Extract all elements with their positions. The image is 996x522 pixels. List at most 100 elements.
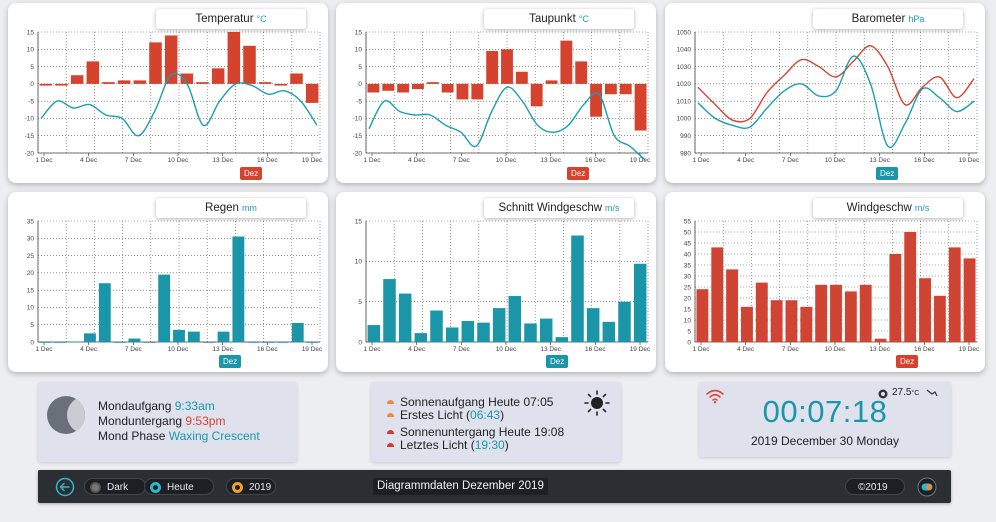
bar xyxy=(414,333,428,342)
bar xyxy=(243,45,256,84)
settings-toggle-icon[interactable] xyxy=(917,477,937,497)
chart-unit: m/s xyxy=(914,203,930,213)
y-tick-label: 15 xyxy=(355,29,363,36)
first-light-time: 06:43 xyxy=(470,408,501,422)
chart-unit: mm xyxy=(241,203,257,213)
x-tick-label: 7 Dec xyxy=(782,157,800,164)
bar xyxy=(508,296,522,342)
x-tick-label: 16 Dec xyxy=(585,157,606,164)
chart-temperatur: -20 -15 -10 -5 0 5 10 15 1 Dec 4 Dec 7 Dec 10 Dec 13… xyxy=(25,29,323,164)
y-tick-label: 0 xyxy=(30,339,34,346)
y-tick-label: 30 xyxy=(684,273,692,280)
today-button[interactable]: Heute xyxy=(144,478,214,495)
bar xyxy=(397,83,410,93)
y-tick-label: 1000 xyxy=(677,116,692,123)
bar xyxy=(586,308,600,342)
y-tick-label: 980 xyxy=(680,150,691,157)
bar xyxy=(492,308,506,342)
bar xyxy=(262,342,274,343)
bar xyxy=(113,342,126,343)
moon-phase-row: Mond Phase Waxing Crescent xyxy=(98,429,260,443)
x-tick-label: 4 Dec xyxy=(80,346,98,353)
dark-label: Dark xyxy=(107,482,129,493)
x-tick-label: 10 Dec xyxy=(168,346,189,353)
bar xyxy=(963,258,976,342)
moonset-label: Monduntergang xyxy=(98,414,183,428)
y-tick-label: 25 xyxy=(684,284,692,291)
bar xyxy=(39,342,52,343)
clock-date: 2019 December 30 Monday xyxy=(750,434,900,448)
bar xyxy=(590,83,602,117)
bar xyxy=(830,284,842,342)
x-tick-label: 1 Dec xyxy=(364,346,382,353)
chart-card-taupunkt: -20 -15 -10 -5 0 5 10 15 1 Dec 4 Dec 7 Dec 10 Dec 13… xyxy=(336,3,656,183)
x-tick-label: 7 Dec xyxy=(125,346,143,353)
paren: ) xyxy=(504,438,509,452)
bar xyxy=(933,295,946,342)
x-tick-label: 19 Dec xyxy=(959,157,980,164)
chart-data-title: Diagrammdaten Dezember 2019 xyxy=(373,478,548,495)
y-tick-label: 1030 xyxy=(677,64,692,71)
bar xyxy=(477,322,490,342)
chart-card-barometer: 980 990 1000 1010 1020 1030 1040 1050 1 Dec 4 Dec… xyxy=(665,3,985,183)
bar xyxy=(69,341,82,343)
sunset-text: Sonnenuntergang Heute 19:08 xyxy=(400,425,565,439)
bar xyxy=(412,83,424,90)
month-badge[interactable]: Dez xyxy=(546,355,569,368)
chart-card-windgeschw: 0 5 10 15 20 25 30 35 40 45 50 55 1 Dec 4 Dec 7 Dec 10 … xyxy=(665,192,985,372)
chart-unit: °C xyxy=(256,14,267,24)
bar xyxy=(948,247,961,342)
x-tick-label: 1 Dec xyxy=(364,157,382,164)
dark-mode-toggle[interactable]: Dark xyxy=(84,478,146,495)
bar xyxy=(54,342,67,343)
first-light-icon xyxy=(387,413,394,417)
chart-title-taupunkt: Taupunkt °C xyxy=(484,9,634,29)
x-tick-label: 19 Dec xyxy=(302,157,323,164)
chart-unit: °C xyxy=(578,14,589,24)
sunrise-text: Sonnenaufgang Heute 07:05 xyxy=(400,395,554,409)
month-badge[interactable]: Dez xyxy=(876,167,899,180)
sun-panel: Sonnenaufgang Heute 07:05 Erstes Licht (… xyxy=(371,382,621,462)
x-tick-label: 19 Dec xyxy=(302,346,323,353)
bar xyxy=(232,236,245,342)
clock-time: 00:07:18 xyxy=(762,394,888,429)
copyright-label: ©2019 xyxy=(858,482,888,493)
bar xyxy=(398,293,412,342)
wifi-icon[interactable] xyxy=(705,388,725,404)
y-tick-label: 45 xyxy=(684,240,692,247)
bar xyxy=(602,321,616,342)
back-arrow-icon[interactable] xyxy=(55,477,75,497)
month-badge[interactable]: Dez xyxy=(896,355,919,368)
bar xyxy=(545,80,558,84)
month-badge[interactable]: Dez xyxy=(567,167,590,180)
x-tick-label: 10 Dec xyxy=(825,346,846,353)
bar xyxy=(430,310,443,342)
x-tick-label: 19 Dec xyxy=(959,346,980,353)
year-button[interactable]: 2019 xyxy=(226,478,276,495)
bar xyxy=(530,83,543,107)
bar xyxy=(367,325,381,342)
bar xyxy=(770,300,783,342)
y-tick-label: 25 xyxy=(27,253,35,260)
bar xyxy=(634,83,647,131)
bar xyxy=(515,71,528,84)
y-tick-label: -20 xyxy=(353,150,363,157)
month-badge[interactable]: Dez xyxy=(240,167,263,180)
month-badge[interactable]: Dez xyxy=(219,355,242,368)
thermometer-icon xyxy=(878,389,888,399)
x-tick-label: 19 Dec xyxy=(630,157,651,164)
bar xyxy=(227,32,241,84)
moonrise-row: Mondaufgang 9:33am xyxy=(98,399,215,413)
chart-title-text: Regen xyxy=(205,202,239,214)
last-light-time: 19:30 xyxy=(474,438,505,452)
today-dot-icon xyxy=(150,482,161,493)
bar xyxy=(604,83,617,95)
bar xyxy=(711,247,724,342)
grid-lines xyxy=(37,220,321,343)
y-tick-label: 15 xyxy=(684,306,692,313)
copyright-badge[interactable]: ©2019 xyxy=(845,478,905,495)
paren: ) xyxy=(500,408,505,422)
bar xyxy=(755,282,768,342)
bar xyxy=(426,82,439,84)
y-tick-label: 30 xyxy=(27,236,35,243)
